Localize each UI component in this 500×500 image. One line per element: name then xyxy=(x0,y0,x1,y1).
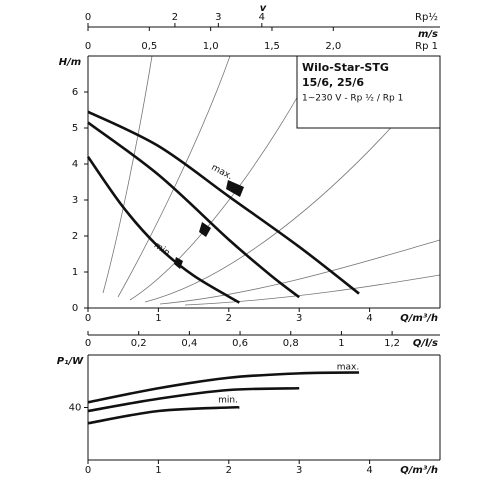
system-curve xyxy=(102,55,153,294)
system-curve xyxy=(184,274,441,306)
y-axis-label: H/m xyxy=(59,57,81,68)
x-tick-label: 2 xyxy=(226,313,232,324)
curve xyxy=(87,405,241,425)
series-label: max. xyxy=(209,163,234,182)
v-axis-name: Rp½ xyxy=(415,11,438,23)
x-tick-label: 3 xyxy=(296,313,302,324)
y-tick-label: 3 xyxy=(72,195,78,206)
x-tick-label: 1 xyxy=(155,465,161,476)
x2-tick-label: 1 xyxy=(338,338,344,349)
v-tick-label: 0 xyxy=(85,41,91,52)
y-axis-label: P₁/W xyxy=(57,356,84,367)
x2-tick-label: 0,4 xyxy=(181,338,197,349)
v-tick-label: 2,0 xyxy=(325,41,341,52)
x2-tick-label: 0,6 xyxy=(232,338,248,349)
x2-tick-label: 0,8 xyxy=(283,338,299,349)
x2-tick-label: 0 xyxy=(85,338,91,349)
title-box xyxy=(296,55,441,129)
curve xyxy=(87,371,360,404)
v-tick-label: 3 xyxy=(215,12,221,23)
x-axis-label: Q/m³/h xyxy=(400,465,438,476)
x-tick-label: 0 xyxy=(85,465,91,476)
v-tick-label: 2 xyxy=(172,12,178,23)
x-axis-label: Q/m³/h xyxy=(400,313,438,324)
system-curve xyxy=(129,55,321,301)
x2-tick-label: 0,2 xyxy=(131,338,147,349)
chart-title: Wilo-Star-STG xyxy=(302,61,389,74)
y-tick-label: 5 xyxy=(72,123,78,134)
annotation: 1~230 V - Rp ½ / Rp 1 xyxy=(302,94,403,104)
system-curves xyxy=(102,55,441,306)
chart-subtitle: 15/6, 25/6 xyxy=(302,76,364,89)
v-tick-label: 1,0 xyxy=(203,41,219,52)
y-tick-label: 1 xyxy=(72,267,78,278)
v-unit: m/s xyxy=(418,29,438,40)
y-tick-label: 0 xyxy=(72,303,78,314)
x-tick-label: 3 xyxy=(296,465,302,476)
x-tick-label: 0 xyxy=(85,313,91,324)
curve xyxy=(87,386,300,413)
v-label: v xyxy=(260,3,267,14)
x-tick-label: 4 xyxy=(366,465,372,476)
marker xyxy=(226,180,244,197)
x-tick-label: 1 xyxy=(155,313,161,324)
system-curve xyxy=(144,94,421,303)
y-tick-label: 2 xyxy=(72,231,78,242)
series-label: max. xyxy=(337,363,359,373)
v-tick-label: 4 xyxy=(259,12,265,23)
curve xyxy=(87,110,360,295)
y-tick-label: 40 xyxy=(69,403,82,414)
v-tick-label: 0,5 xyxy=(141,41,157,52)
v-tick-label: 0 xyxy=(85,12,91,23)
system-curve xyxy=(117,55,231,298)
marker xyxy=(199,222,211,237)
curve xyxy=(87,121,300,299)
y-tick-label: 6 xyxy=(72,87,78,98)
y-tick-label: 4 xyxy=(72,159,78,170)
series-label: min. xyxy=(218,396,238,406)
v-tick-label: 1,5 xyxy=(264,41,280,52)
x-tick-label: 4 xyxy=(366,313,372,324)
x2-axis-label: Q/l/s xyxy=(413,338,438,349)
x-tick-label: 2 xyxy=(226,465,232,476)
curve xyxy=(86,156,241,304)
x2-tick-label: 1,2 xyxy=(384,338,400,349)
v-axis-name: Rp 1 xyxy=(415,41,438,52)
system-curve xyxy=(159,239,441,305)
